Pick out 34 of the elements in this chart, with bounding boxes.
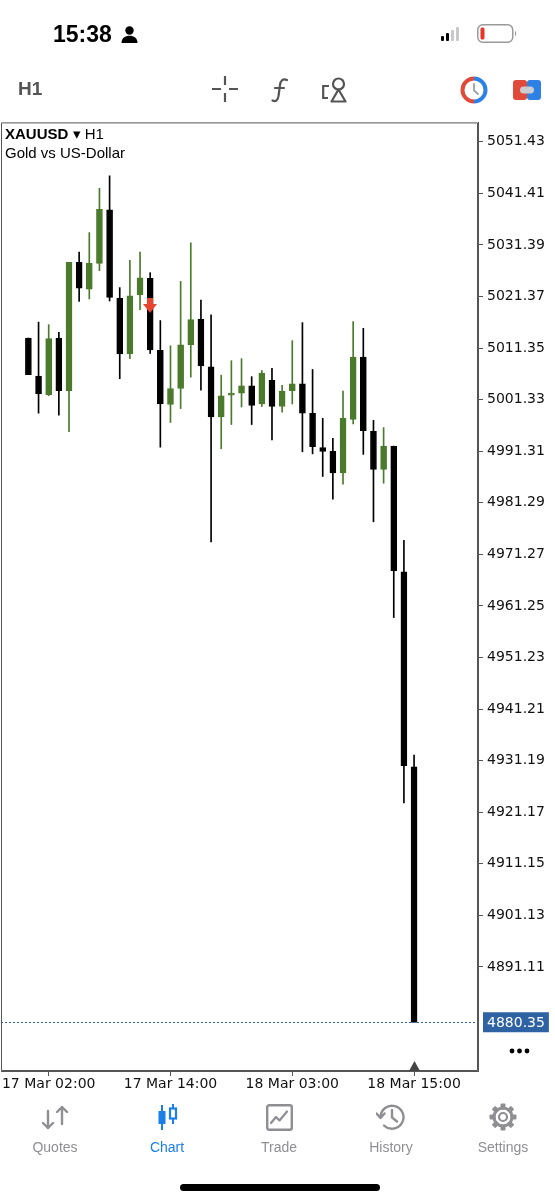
candlestick [319, 418, 327, 477]
y-tick-label: 4891.11 [487, 957, 545, 974]
y-tick-label: 4971.27 [487, 545, 545, 562]
x-tick-label: 18 Mar 15:00 [367, 1075, 461, 1092]
y-tick-label: 4931.19 [487, 751, 545, 768]
y-tick-label: 5021.37 [487, 287, 545, 304]
text: 15:38 [53, 20, 112, 48]
y-tick-label: 4921.17 [487, 802, 545, 819]
y-tick-label: 4951.23 [487, 648, 545, 665]
y-tick-label: 4901.13 [487, 906, 545, 923]
y-tick-label: 4991.31 [487, 441, 545, 458]
y-tick-label: 4941.21 [487, 699, 545, 716]
x-tick-label: 18 Mar 03:00 [245, 1075, 340, 1092]
text: Gold vs US-Dollar [5, 144, 126, 162]
x-tick-label: 17 Mar 02:00 [1, 1075, 96, 1092]
text: Settings [477, 1138, 529, 1156]
text: Quotes [32, 1138, 78, 1156]
ref-line-label: 4880.35 [487, 1014, 545, 1030]
text: Trade [260, 1138, 298, 1156]
y-tick-label: 5001.33 [487, 390, 545, 407]
text: H1 [18, 78, 43, 100]
y-tick-label: 4981.29 [487, 493, 545, 510]
chart-title: XAUUSD ▾ H1 [5, 125, 104, 143]
candlestick [187, 242, 195, 378]
y-tick-label: 5011.35 [487, 338, 545, 355]
text: History [369, 1138, 413, 1156]
text: Chart [149, 1138, 185, 1156]
y-tick-label: 5031.39 [487, 235, 545, 252]
y-tick-label: 4911.15 [487, 854, 545, 871]
candlestick [288, 340, 296, 405]
y-tick-label: 4961.25 [487, 596, 545, 613]
y-tick-label: 5041.41 [487, 184, 545, 201]
y-tick-label: 5051.43 [487, 132, 545, 149]
x-tick-label: 17 Mar 14:00 [123, 1075, 218, 1092]
